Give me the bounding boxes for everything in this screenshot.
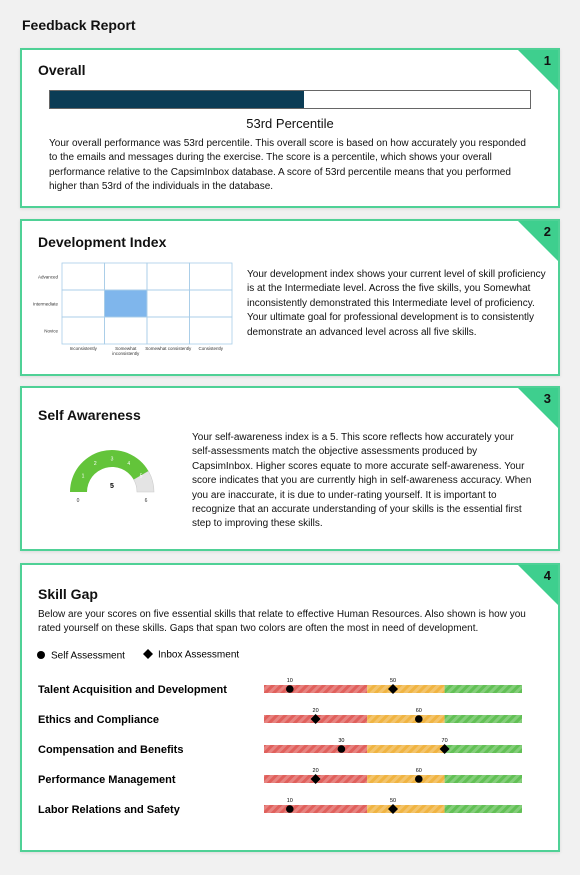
self-value-label: 30 bbox=[338, 738, 344, 744]
grid-cell bbox=[146, 289, 190, 318]
skill-name: Ethics and Compliance bbox=[38, 714, 159, 726]
grid-cell bbox=[189, 316, 233, 345]
row-label: Advanced bbox=[38, 275, 59, 280]
gauge-tick-label: 6 bbox=[145, 498, 148, 504]
gauge-rest bbox=[133, 470, 155, 493]
grid-cell bbox=[104, 316, 148, 345]
self-marker bbox=[337, 745, 346, 753]
section-number: 1 bbox=[543, 53, 551, 68]
gauge: 0 1 2 3 4 5 6 5 bbox=[70, 450, 155, 504]
section-number: 2 bbox=[543, 224, 551, 239]
section-text: Your self-awareness index is a 5. This s… bbox=[192, 432, 532, 530]
grid-cell bbox=[146, 262, 190, 291]
self-value-label: 60 bbox=[416, 708, 422, 714]
self-marker bbox=[286, 685, 294, 693]
column-label: Somewhat inconsistently bbox=[112, 346, 140, 356]
self-value-label: 60 bbox=[416, 768, 422, 774]
row-label: Intermediate bbox=[33, 302, 59, 307]
inbox-marker bbox=[388, 804, 398, 814]
gauge-tick-label: 3 bbox=[111, 457, 114, 463]
self-value-label: 10 bbox=[287, 798, 293, 804]
section-title: Development Index bbox=[38, 234, 167, 250]
grid-cell bbox=[146, 316, 190, 345]
section-text: Your development index shows your curren… bbox=[247, 269, 546, 338]
skill-name: Compensation and Benefits bbox=[38, 744, 183, 756]
section-text: Below are your scores on five essential … bbox=[38, 609, 526, 635]
legend-circle bbox=[37, 651, 45, 659]
column-label: Consistently bbox=[198, 346, 223, 351]
gauge-tick-label: 2 bbox=[94, 461, 97, 467]
section-title: Skill Gap bbox=[38, 586, 98, 602]
inbox-marker bbox=[310, 774, 321, 784]
self-marker bbox=[415, 775, 423, 783]
grid-cell bbox=[61, 316, 105, 345]
row-label: Novice bbox=[44, 329, 58, 334]
column-label: Inconsistently bbox=[70, 346, 98, 351]
current-level-cell bbox=[104, 290, 147, 317]
gauge-tick-label: 0 bbox=[77, 498, 80, 504]
inbox-value-label: 70 bbox=[442, 738, 448, 744]
grid-cell bbox=[104, 262, 148, 291]
section-number: 3 bbox=[543, 391, 551, 406]
skill-gap-chart: Self Assessment Inbox Assessment Talent … bbox=[37, 649, 522, 816]
inbox-marker bbox=[388, 684, 398, 694]
self-marker bbox=[286, 805, 294, 813]
section-title: Overall bbox=[38, 62, 86, 78]
skill-name: Talent Acquisition and Development bbox=[38, 684, 227, 696]
skill-name: Labor Relations and Safety bbox=[38, 804, 181, 816]
skill-gap-card: 4 Skill Gap Below are your scores on fiv… bbox=[20, 563, 560, 852]
band-stripes bbox=[264, 775, 522, 783]
legend-label: Inbox Assessment bbox=[158, 650, 239, 661]
gauge-value: 5 bbox=[110, 483, 114, 490]
legend-diamond bbox=[143, 649, 153, 659]
percentile-fill bbox=[50, 91, 305, 108]
inbox-marker bbox=[439, 744, 450, 754]
inbox-value-label: 50 bbox=[390, 798, 396, 804]
gauge-fill bbox=[70, 450, 149, 492]
grid-cell bbox=[61, 262, 105, 291]
corner-badge bbox=[518, 50, 558, 90]
inbox-value-label: 20 bbox=[313, 768, 319, 774]
band-stripes bbox=[264, 745, 522, 753]
overall-card: 1 Overall 53rd Percentile Your overall p… bbox=[20, 48, 560, 208]
development-card: 2 Development Index Advanced Intermediate… bbox=[20, 219, 560, 376]
section-title: Self Awareness bbox=[38, 407, 141, 423]
column-label: Somewhat consistently bbox=[145, 346, 192, 351]
gauge-tick-label: 1 bbox=[82, 473, 85, 479]
page-title: Feedback Report bbox=[22, 17, 136, 33]
skill-name: Performance Management bbox=[38, 774, 176, 786]
development-grid: Advanced Intermediate Novice Inconsistently… bbox=[33, 262, 233, 356]
section-text: Your overall performance was 53rd percen… bbox=[49, 138, 526, 193]
band-stripes bbox=[264, 715, 522, 723]
inbox-value-label: 50 bbox=[390, 678, 396, 684]
grid-cell bbox=[189, 289, 233, 318]
inbox-marker bbox=[310, 714, 321, 724]
legend-label: Self Assessment bbox=[51, 651, 125, 662]
self-awareness-card: 3 Self Awareness 0 1 2 3 4 5 6 5 Your self-awar… bbox=[20, 386, 560, 551]
section-number: 4 bbox=[543, 568, 551, 583]
percentile-bar bbox=[49, 90, 531, 109]
inbox-value-label: 20 bbox=[313, 708, 319, 714]
self-value-label: 10 bbox=[287, 678, 293, 684]
grid-cell bbox=[61, 289, 105, 318]
gauge-tick-label: 4 bbox=[127, 461, 130, 467]
grid-cell bbox=[189, 262, 233, 291]
gauge-tick-label: 5 bbox=[140, 473, 143, 479]
self-marker bbox=[415, 715, 423, 723]
percentile-label: 53rd Percentile bbox=[246, 116, 334, 131]
